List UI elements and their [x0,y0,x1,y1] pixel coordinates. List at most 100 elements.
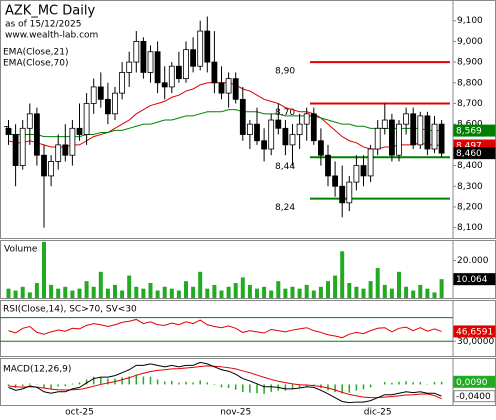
histogram-bar [327,384,329,391]
y-tick-label: 8,700 [457,99,483,109]
volume-bar [247,284,252,298]
volume-bar [34,283,39,298]
volume-bar [368,281,373,298]
candle-body [303,113,310,125]
candle-body [296,123,303,135]
y-tick-label: 8,300 [457,182,483,192]
histogram-bar [256,384,258,394]
histogram-bar [298,384,301,388]
panel-title: MACD(12,26,9) [3,365,71,375]
volume-bar [262,286,267,298]
candle-body [225,78,232,94]
chart-title: AZK_MC Daily [5,4,95,19]
volume-bar [439,279,444,298]
volume-bar [77,288,82,298]
y-tick-label: 9,100 [457,16,483,26]
histogram-bar [284,384,287,391]
candle-body [410,113,417,146]
candle-body [346,181,353,204]
last-value-box [453,375,496,388]
histogram-bar [220,384,223,388]
candle-body [41,154,47,177]
histogram-bar [64,384,67,387]
volume-bar [63,286,68,298]
volume-bar [13,290,18,298]
histogram-bar [107,378,109,385]
panel-title: RSI(Close,14), SC>70, SV<30 [3,305,137,315]
volume-bar [283,288,288,298]
last-value-box [453,390,496,403]
candle-body [431,123,438,150]
volume-bar [354,286,359,298]
last-value-box [453,273,496,286]
histogram-bar [213,384,216,386]
volume-bar [276,281,281,298]
histogram-bar [263,384,265,394]
candle-body [339,185,346,204]
histogram-bar [384,382,386,385]
candle-body [133,40,140,63]
candle-body [239,98,246,135]
histogram-bar [440,381,443,385]
histogram-bar [149,376,152,385]
volume-bar [127,275,132,298]
volume-bar [184,281,188,298]
candle-body [55,144,62,162]
histogram-bar [178,382,180,385]
histogram-bar [156,379,159,385]
level-label: 8,24 [275,203,295,213]
candle-body [325,154,331,177]
histogram-bar [362,384,365,390]
candle-body [19,127,26,166]
histogram-bar [71,383,74,385]
volume-bar [56,288,61,298]
histogram-bar [29,383,31,385]
candle-body [332,175,339,187]
histogram-bar [163,381,166,385]
volume-bar [105,288,110,298]
volume-bar [169,288,174,298]
candle-body [140,40,147,73]
volume-bar [333,275,338,298]
x-tick-label: oct-25 [65,408,94,418]
legend-entry: EMA(Close,70) [3,59,68,69]
volume-bar [141,288,146,298]
volume-bar [226,286,231,298]
volume-bar [6,288,11,298]
last-value-label: 8,569 [456,127,482,137]
candle-body [161,82,168,88]
candle-body [360,165,367,177]
volume-bar [233,283,238,298]
candle-body [69,127,76,156]
volume-bar [176,290,181,298]
histogram-bar [355,384,358,391]
volume-bar [347,283,352,298]
last-value-box [453,325,496,338]
candle-body [232,78,239,100]
histogram-bar [412,382,414,385]
volume-bar [411,290,416,298]
rsi-line [8,318,442,339]
candle-body [381,119,388,129]
candle-body [112,92,118,115]
candle-body [119,72,125,94]
y-tick-label: 8,400 [457,161,483,171]
x-tick-label: nov-25 [220,408,251,418]
macd-line [8,361,442,404]
candle-body [438,123,445,154]
histogram-bar [50,384,52,389]
volume-bar [198,271,203,298]
histogram-bar [369,384,372,388]
candle-body [403,113,410,125]
histogram-bar [249,384,251,393]
volume-bar [70,290,75,298]
volume-bar [148,283,153,298]
candle-body [261,140,268,150]
volume-bar [27,292,32,298]
volume-bar [91,286,96,298]
candle-body [388,119,395,156]
histogram-bar [405,381,407,385]
candle-body [97,86,104,100]
histogram-bar [433,382,436,385]
